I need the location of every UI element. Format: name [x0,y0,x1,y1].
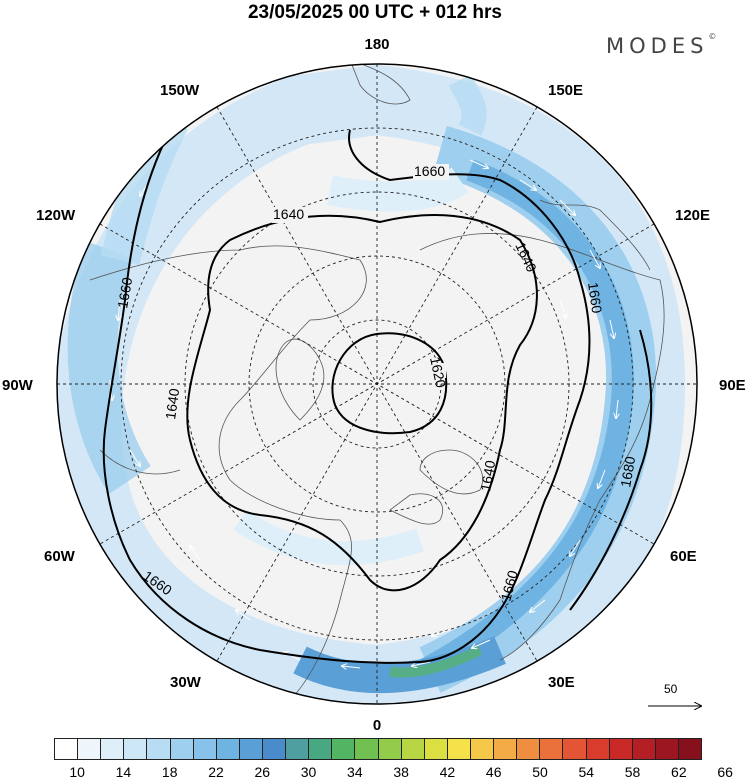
lon-label-120w: 120W [36,207,76,224]
colorbar-cell [632,739,656,759]
colorbar-cell [216,739,240,759]
colorbar-cell [655,739,679,759]
colorbar-cell [170,739,194,759]
colorbar-cell [101,739,125,759]
colorbar-cell [286,739,310,759]
contour-label-1660-southeast: 1660 [497,568,521,602]
lon-label-60w: 60W [44,548,76,565]
colorbar-tick-label: 62 [671,764,687,780]
colorbar-cell [239,739,263,759]
colorbar-cell [55,739,79,759]
map-title: 23/05/2025 00 UTC + 012 hrs [247,2,503,23]
contour-label-1640-north: 1640 [273,206,304,222]
contour-label-1660-east: 1660 [585,281,605,314]
graticule [57,64,697,704]
colorbar-cell [494,739,518,759]
colorbar-cell [470,739,495,759]
colorbar [54,738,702,760]
colorbar-tick-label: 14 [115,764,132,780]
colorbar-cell [609,739,633,759]
colorbar-cell [124,739,148,759]
contour-label-1660-north: 1660 [414,163,445,179]
height-contours [102,129,653,664]
contour-label-1660-west: 1660 [114,276,135,310]
colorbar-cell [586,739,610,759]
map-disc [57,64,697,704]
lon-label-0: 0 [373,717,381,734]
map-boundary [56,63,698,705]
colorbar-cell [540,739,564,759]
colorbar-cell [678,739,702,759]
lon-label-90w: 90W [2,377,34,394]
colorbar-cell [355,739,379,759]
lon-label-30w: 30W [170,674,202,691]
colorbar-cell [332,739,356,759]
colorbar-tick-label: 46 [485,764,502,780]
colorbar-cell [193,739,217,759]
colorbar-cell [401,739,425,759]
wind-shading [57,64,686,704]
colorbar-tick-label: 42 [439,764,456,780]
colorbar-cell [262,739,287,759]
colorbar-tick-label: 26 [254,764,271,780]
colorbar-tick-label: 58 [624,764,641,780]
lon-label-180: 180 [364,36,389,53]
colorbar-ticks: 10141822263034384246505458626670 [54,764,733,782]
contour-labels: 1620 1640 1640 1640 1640 1660 1660 1660 … [114,163,638,603]
lon-label-60e: 60E [670,548,697,565]
brand-logo: MODES© [606,32,717,58]
lon-label-120e: 120E [675,207,710,224]
lon-label-150w: 150W [160,82,200,99]
lon-label-150e: 150E [548,82,583,99]
lon-label-90e: 90E [719,377,746,394]
colorbar-cell [78,739,102,759]
colorbar-cell [378,739,402,759]
colorbar-cell [447,739,471,759]
longitude-labels: 180 0 90W 90E 150W 120W 60W 30W 150E 120… [2,36,746,734]
contour-label-1640-west: 1640 [162,387,182,420]
colorbar-tick-label: 54 [578,764,595,780]
colorbar-tick-label: 18 [161,764,178,780]
colorbar-tick-label: 66 [717,764,733,780]
colorbar-tick-label: 22 [208,764,224,780]
reference-vector-label: 50 [664,682,678,696]
colorbar-tick-label: 30 [300,764,317,780]
colorbar-cell [517,739,541,759]
colorbar-tick-label: 34 [347,764,363,780]
colorbar-cell [309,739,333,759]
colorbar-tick-label: 10 [69,764,85,780]
contour-label-1620: 1620 [427,355,449,389]
lon-label-30e: 30E [548,674,575,691]
colorbar-tick-label: 50 [532,764,548,780]
contour-label-1640-south: 1640 [477,459,498,493]
colorbar-cell [147,739,171,759]
colorbar-tick-label: 38 [393,764,409,780]
colorbar-cell [563,739,587,759]
contour-label-1680: 1680 [617,455,638,489]
colorbar-cell [424,739,448,759]
